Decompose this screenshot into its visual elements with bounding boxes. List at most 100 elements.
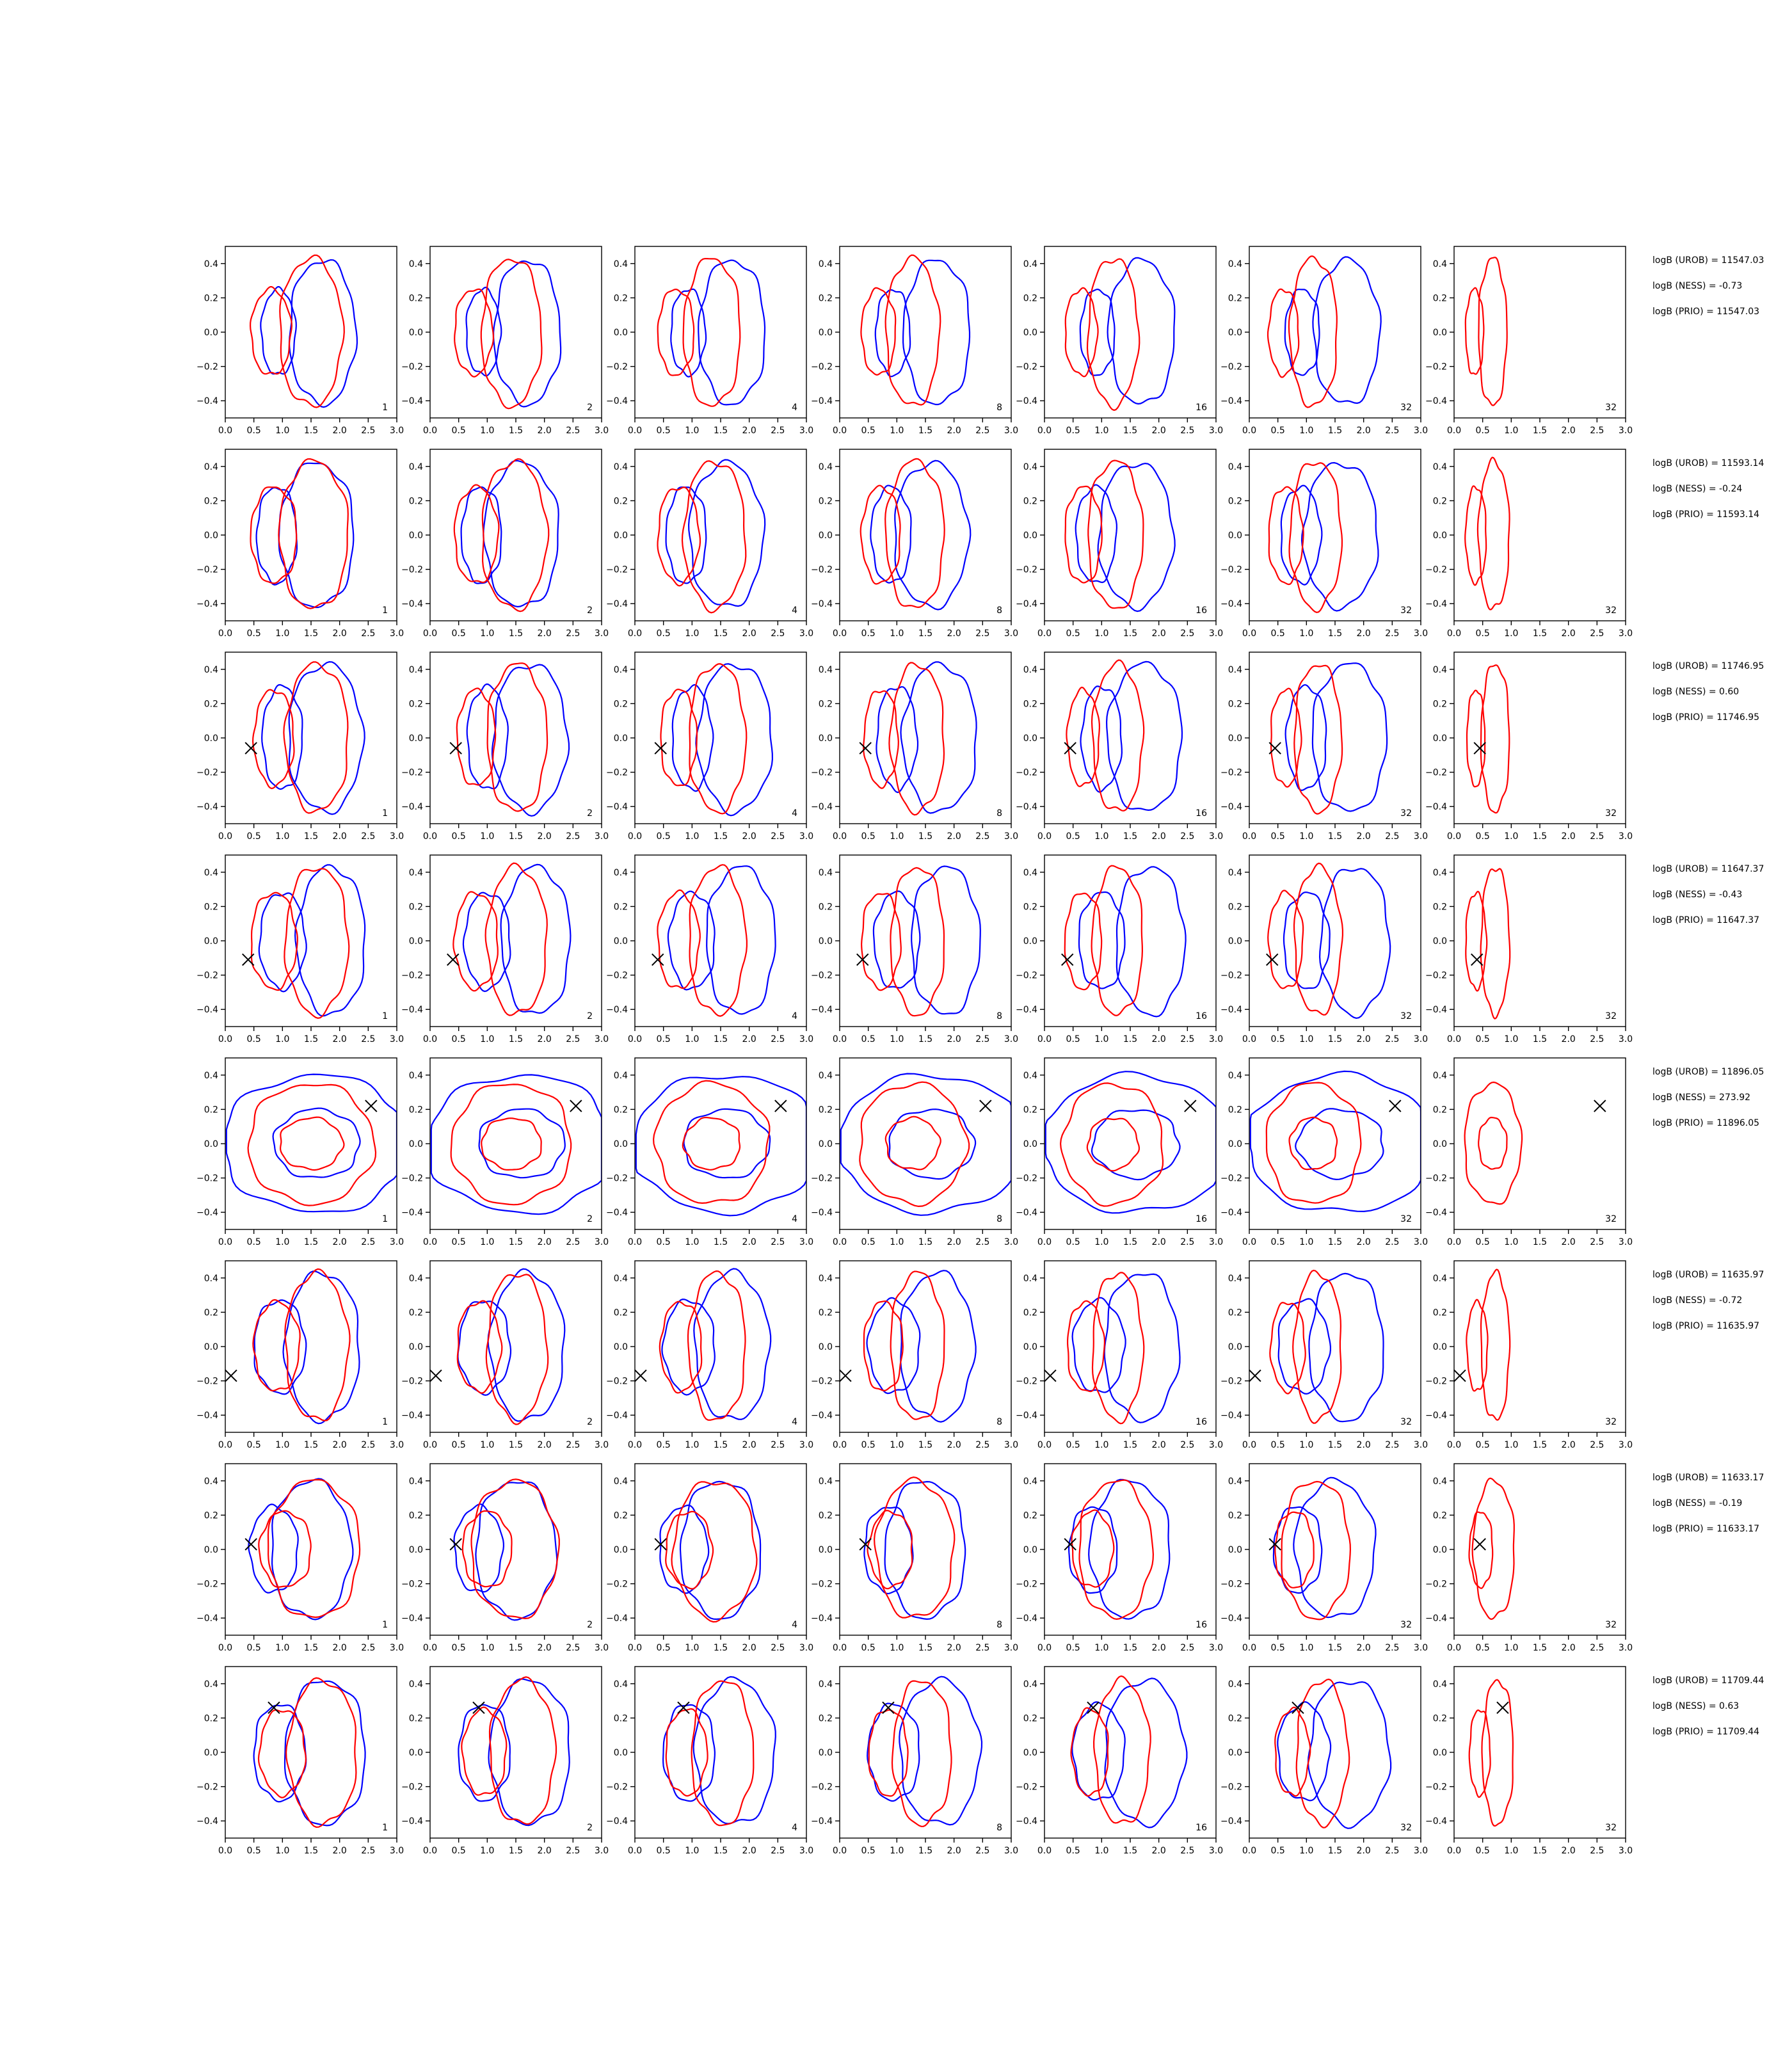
true-value-marker bbox=[244, 1538, 257, 1551]
blue-contour bbox=[911, 865, 981, 1015]
y-tick-label: −0.2 bbox=[1425, 1377, 1447, 1387]
y-tick-label: 0.2 bbox=[614, 293, 628, 303]
subplot-r5-c3: 0.4 0.2 0.0 −0.2 −0.4 0.0 0.5 1.0 1.5 2.0 2.5 3.0 4 bbox=[606, 1057, 813, 1247]
y-tick-label: 0.0 bbox=[1023, 733, 1037, 744]
y-tick-label: 0.2 bbox=[614, 496, 628, 506]
y-tick-label: −0.2 bbox=[401, 1782, 423, 1793]
panel-number-label: 4 bbox=[792, 1620, 797, 1630]
y-tick-label: −0.2 bbox=[401, 1174, 423, 1184]
x-tick-label: 1.5 bbox=[304, 1034, 318, 1044]
y-tick-label: −0.2 bbox=[401, 565, 423, 575]
y-tick-label: 0.4 bbox=[409, 868, 423, 878]
red-contour bbox=[1480, 868, 1511, 1020]
true-value-marker bbox=[1061, 953, 1074, 966]
x-tick-label: 1.0 bbox=[480, 1237, 494, 1247]
x-tick-label: 2.5 bbox=[566, 831, 580, 842]
panel-number-label: 32 bbox=[1605, 1823, 1617, 1833]
y-tick-label: 0.4 bbox=[614, 868, 628, 878]
panel-number-label: 2 bbox=[587, 1620, 593, 1630]
red-contour bbox=[1086, 258, 1140, 412]
blue-contour bbox=[258, 892, 307, 993]
axes-frame bbox=[1044, 1463, 1217, 1636]
true-value-marker bbox=[244, 742, 257, 755]
logb-annotation: logB (UROB) = 11746.95 bbox=[1652, 661, 1764, 671]
red-contour bbox=[859, 1081, 970, 1208]
y-tick-label: 0.2 bbox=[409, 1308, 423, 1318]
y-tick-label: −0.4 bbox=[1220, 1005, 1242, 1015]
x-tick-label: 2.5 bbox=[566, 1440, 580, 1450]
y-tick-label: 0.0 bbox=[204, 1545, 218, 1555]
x-tick-label: 2.5 bbox=[975, 1034, 989, 1044]
logb-annotation: logB (NESS) = -0.19 bbox=[1652, 1498, 1742, 1508]
x-tick-label: 0.5 bbox=[247, 1034, 261, 1044]
y-tick-label: 0.2 bbox=[204, 496, 218, 506]
x-tick-label: 2.5 bbox=[1180, 1643, 1194, 1653]
blue-contour bbox=[679, 1480, 762, 1620]
x-tick-label: 1.5 bbox=[509, 628, 523, 639]
x-tick-label: 0.5 bbox=[1476, 1643, 1490, 1653]
y-tick-label: 0.2 bbox=[819, 293, 833, 303]
red-contour bbox=[1269, 1302, 1306, 1395]
x-tick-label: 0.5 bbox=[1271, 1440, 1285, 1450]
x-tick-label: 2.5 bbox=[1590, 1846, 1604, 1856]
logb-annotation: logB (PRIO) = 11647.37 bbox=[1652, 915, 1759, 925]
panel-number-label: 32 bbox=[1400, 605, 1412, 616]
x-tick-label: 3.0 bbox=[799, 628, 813, 639]
y-tick-label: −0.4 bbox=[606, 1411, 628, 1421]
y-tick-label: −0.4 bbox=[1016, 1816, 1037, 1827]
x-tick-label: 3.0 bbox=[1414, 426, 1428, 436]
true-value-marker bbox=[774, 1100, 787, 1112]
x-tick-label: 0.5 bbox=[657, 1034, 671, 1044]
subplot-r1-c7: 0.4 0.2 0.0 −0.2 −0.4 0.0 0.5 1.0 1.5 2.0 2.5 3.0 32 bbox=[1425, 246, 1633, 436]
axes-frame bbox=[1249, 246, 1421, 419]
y-tick-label: 0.0 bbox=[1433, 531, 1447, 541]
x-tick-label: 1.0 bbox=[685, 1237, 699, 1247]
subplot-r5-c4: 0.4 0.2 0.0 −0.2 −0.4 0.0 0.5 1.0 1.5 2.0 2.5 3.0 8 bbox=[811, 1057, 1018, 1247]
x-tick-label: 1.5 bbox=[1123, 1440, 1137, 1450]
red-contour bbox=[484, 862, 548, 1016]
x-tick-label: 0.0 bbox=[1242, 1034, 1256, 1044]
x-tick-label: 0.0 bbox=[833, 1440, 847, 1450]
red-contour bbox=[1464, 485, 1487, 586]
x-tick-label: 1.0 bbox=[890, 628, 904, 639]
blue-contour bbox=[294, 864, 366, 1017]
subplot-r1-c2: 0.4 0.2 0.0 −0.2 −0.4 0.0 0.5 1.0 1.5 2.0 2.5 3.0 2 bbox=[401, 246, 609, 436]
panel-number-label: 16 bbox=[1196, 605, 1207, 616]
x-tick-label: 1.0 bbox=[685, 831, 699, 842]
x-tick-label: 1.5 bbox=[1533, 831, 1547, 842]
blue-contour bbox=[863, 1507, 914, 1595]
x-tick-label: 0.0 bbox=[628, 1034, 642, 1044]
x-tick-label: 1.5 bbox=[1123, 831, 1137, 842]
red-contour bbox=[486, 662, 548, 812]
y-tick-label: 0.4 bbox=[409, 462, 423, 472]
red-contour bbox=[689, 864, 748, 1017]
x-tick-label: 1.5 bbox=[509, 1034, 523, 1044]
panel-number-label: 1 bbox=[382, 1620, 388, 1630]
y-tick-label: −0.2 bbox=[1220, 565, 1242, 575]
panel-number-label: 32 bbox=[1400, 1620, 1412, 1630]
blue-contour bbox=[900, 1270, 977, 1423]
x-tick-label: 0.0 bbox=[628, 1237, 642, 1247]
x-tick-label: 3.0 bbox=[595, 831, 609, 842]
blue-contour bbox=[225, 1073, 397, 1213]
y-tick-label: 0.0 bbox=[614, 531, 628, 541]
x-tick-label: 2.0 bbox=[1357, 1034, 1371, 1044]
red-contour bbox=[884, 458, 945, 609]
y-tick-label: −0.4 bbox=[1425, 1005, 1447, 1015]
x-tick-label: 1.5 bbox=[918, 426, 932, 436]
panel-number-label: 2 bbox=[587, 403, 593, 413]
y-tick-label: 0.0 bbox=[614, 1342, 628, 1352]
panel-number-label: 16 bbox=[1196, 1417, 1207, 1427]
y-tick-label: 0.0 bbox=[1023, 1139, 1037, 1149]
x-tick-label: 0.5 bbox=[657, 426, 671, 436]
blue-contour bbox=[1249, 1070, 1421, 1213]
panel-number-label: 32 bbox=[1400, 1823, 1412, 1833]
x-tick-label: 0.5 bbox=[657, 831, 671, 842]
y-tick-label: 0.2 bbox=[614, 1105, 628, 1115]
red-contour bbox=[283, 661, 349, 814]
x-tick-label: 0.0 bbox=[218, 1643, 232, 1653]
y-tick-label: −0.4 bbox=[1016, 396, 1037, 406]
y-tick-label: 0.4 bbox=[614, 1476, 628, 1487]
x-tick-label: 3.0 bbox=[1414, 831, 1428, 842]
y-tick-label: −0.2 bbox=[1220, 971, 1242, 981]
